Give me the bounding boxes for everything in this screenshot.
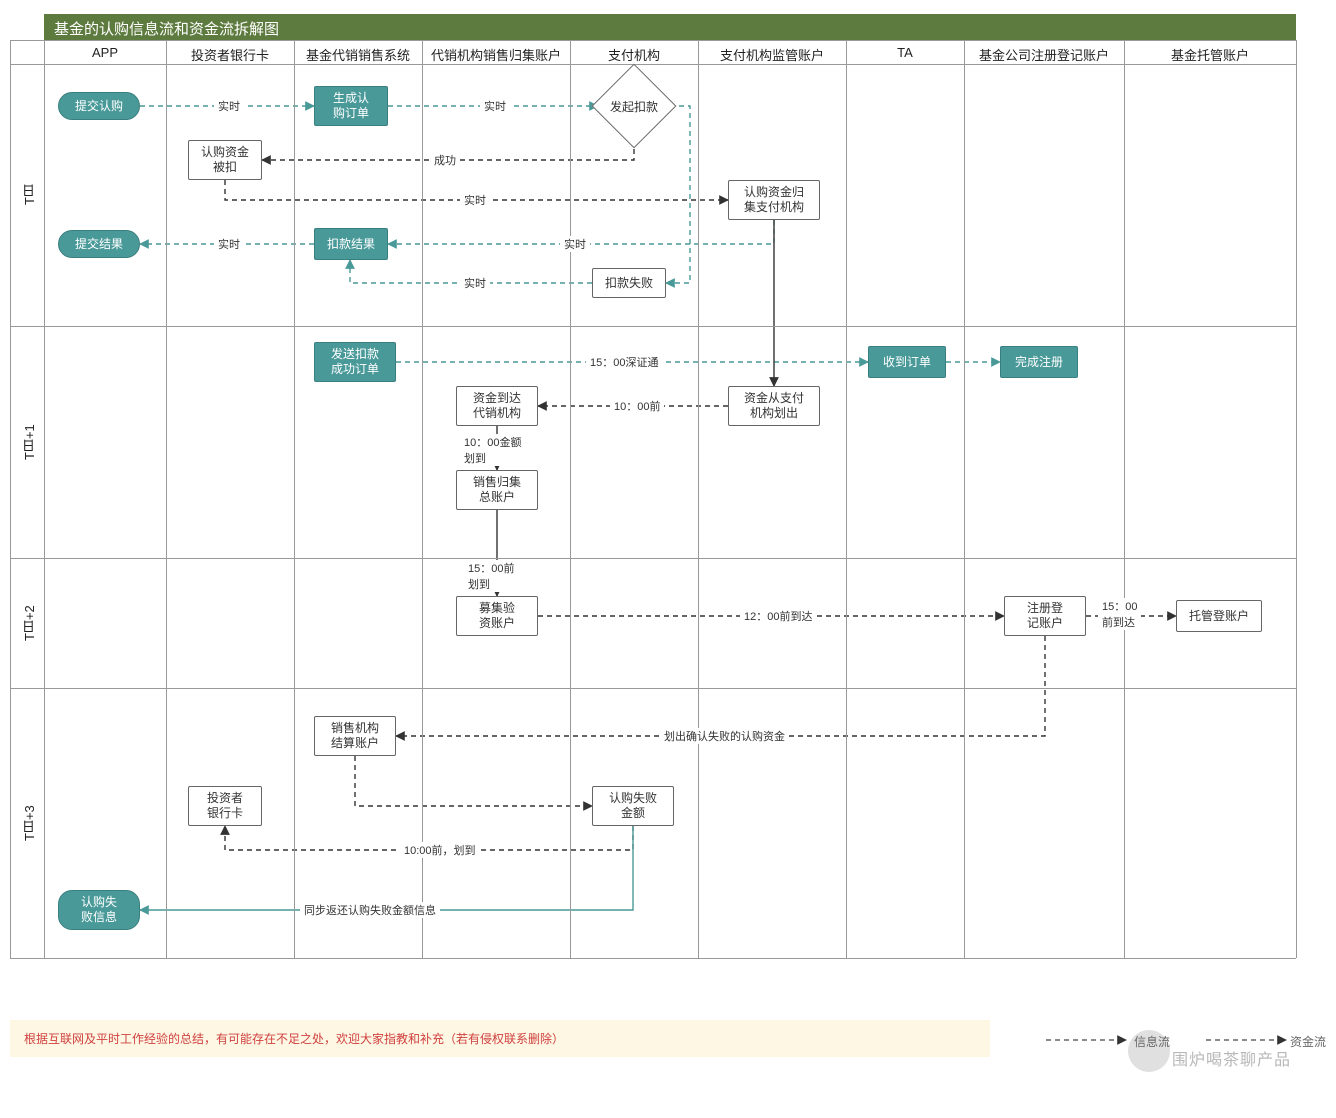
- col-header-pay: 支付机构: [570, 45, 698, 64]
- legend-info_label: 信息流: [1134, 1033, 1170, 1050]
- row-header-t1: T日+1: [20, 422, 39, 462]
- node-recvorder: 收到订单: [868, 346, 946, 378]
- footer-note: 根据互联网及平时工作经验的总结，有可能存在不足之处，欢迎大家指教和补充（若有侵权…: [10, 1020, 990, 1057]
- title-bar: 基金的认购信息流和资金流拆解图: [44, 14, 1296, 40]
- col-header-app: APP: [44, 45, 166, 60]
- grid-hline: [10, 958, 1296, 959]
- edge-label: 实时: [460, 192, 490, 208]
- grid-vline: [294, 40, 295, 958]
- edge-label: 实时: [214, 98, 244, 114]
- node-raiseacct: 募集验资账户: [456, 596, 538, 636]
- edge-label: 15：00深证通: [586, 354, 662, 370]
- grid-vline: [964, 40, 965, 958]
- edge-label: 成功: [430, 152, 460, 168]
- node-fundout: 资金从支付机构划出: [728, 386, 820, 426]
- node-failinfo: 认购失败信息: [58, 890, 140, 930]
- watermark-text: 围炉喝茶聊产品: [1172, 1046, 1291, 1070]
- col-header-fundreg: 基金公司注册登记账户: [964, 45, 1124, 64]
- edge-label: 实时: [214, 236, 244, 252]
- grid-vline: [698, 40, 699, 958]
- edge-label: 15：00前到达: [1098, 598, 1141, 630]
- col-header-paysup: 支付机构监管账户: [698, 45, 846, 64]
- edge-label: 10：00金额划到: [460, 434, 525, 466]
- edge-label: 12：00前到达: [740, 608, 816, 624]
- edge-label: 15：00前划到: [464, 560, 518, 592]
- legend-fund_label: 资金流: [1290, 1033, 1326, 1050]
- node-dedfail: 扣款失败: [592, 268, 666, 298]
- grid-vline: [1124, 40, 1125, 958]
- col-header-bank: 投资者银行卡: [166, 45, 294, 64]
- edge-label: 同步返还认购失败金额信息: [300, 902, 440, 918]
- node-donereg: 完成注册: [1000, 346, 1078, 378]
- grid-hline: [10, 64, 1296, 65]
- edge-label: 10:00前，划到: [400, 842, 480, 858]
- col-header-cust: 基金托管账户: [1124, 45, 1296, 64]
- col-header-agency: 代销机构销售归集账户: [422, 45, 570, 64]
- grid-hline: [10, 558, 1296, 559]
- row-header-t0: T日: [20, 175, 39, 215]
- grid-vline: [570, 40, 571, 958]
- node-custacct: 托管登账户: [1176, 600, 1262, 632]
- node-submit: 提交认购: [58, 92, 140, 120]
- grid-vline: [10, 40, 11, 958]
- node-genorder: 生成认购订单: [314, 86, 388, 126]
- node-dedres: 扣款结果: [314, 228, 388, 260]
- edge-label: 实时: [560, 236, 590, 252]
- row-header-t3: T日+3: [20, 803, 39, 843]
- edge-label: 实时: [460, 275, 490, 291]
- edge-label: 划出确认失败的认购资金: [660, 728, 789, 744]
- edge-label: 实时: [480, 98, 510, 114]
- grid-vline: [846, 40, 847, 958]
- grid-vline: [422, 40, 423, 958]
- node-initiate: 发起扣款: [604, 76, 664, 136]
- node-deducted: 认购资金被扣: [188, 140, 262, 180]
- edge-label: 10：00前: [610, 398, 664, 414]
- grid-vline: [166, 40, 167, 958]
- node-failamt: 认购失败金额: [592, 786, 674, 826]
- node-arragency: 资金到达代销机构: [456, 386, 538, 426]
- col-header-sales: 基金代销销售系统: [294, 45, 422, 64]
- node-result: 提交结果: [58, 230, 140, 258]
- grid-hline: [10, 40, 1296, 41]
- node-sendok: 发送扣款成功订单: [314, 342, 396, 382]
- row-header-t2: T日+2: [20, 603, 39, 643]
- node-salesagg: 销售归集总账户: [456, 470, 538, 510]
- grid-vline: [44, 40, 45, 958]
- node-invbank: 投资者银行卡: [188, 786, 262, 826]
- grid-vline: [1296, 40, 1297, 958]
- grid-hline: [10, 326, 1296, 327]
- col-header-ta: TA: [846, 45, 964, 60]
- node-salesettle: 销售机构结算账户: [314, 716, 396, 756]
- node-aggpay: 认购资金归集支付机构: [728, 180, 820, 220]
- node-regacct: 注册登记账户: [1004, 596, 1086, 636]
- grid-hline: [10, 688, 1296, 689]
